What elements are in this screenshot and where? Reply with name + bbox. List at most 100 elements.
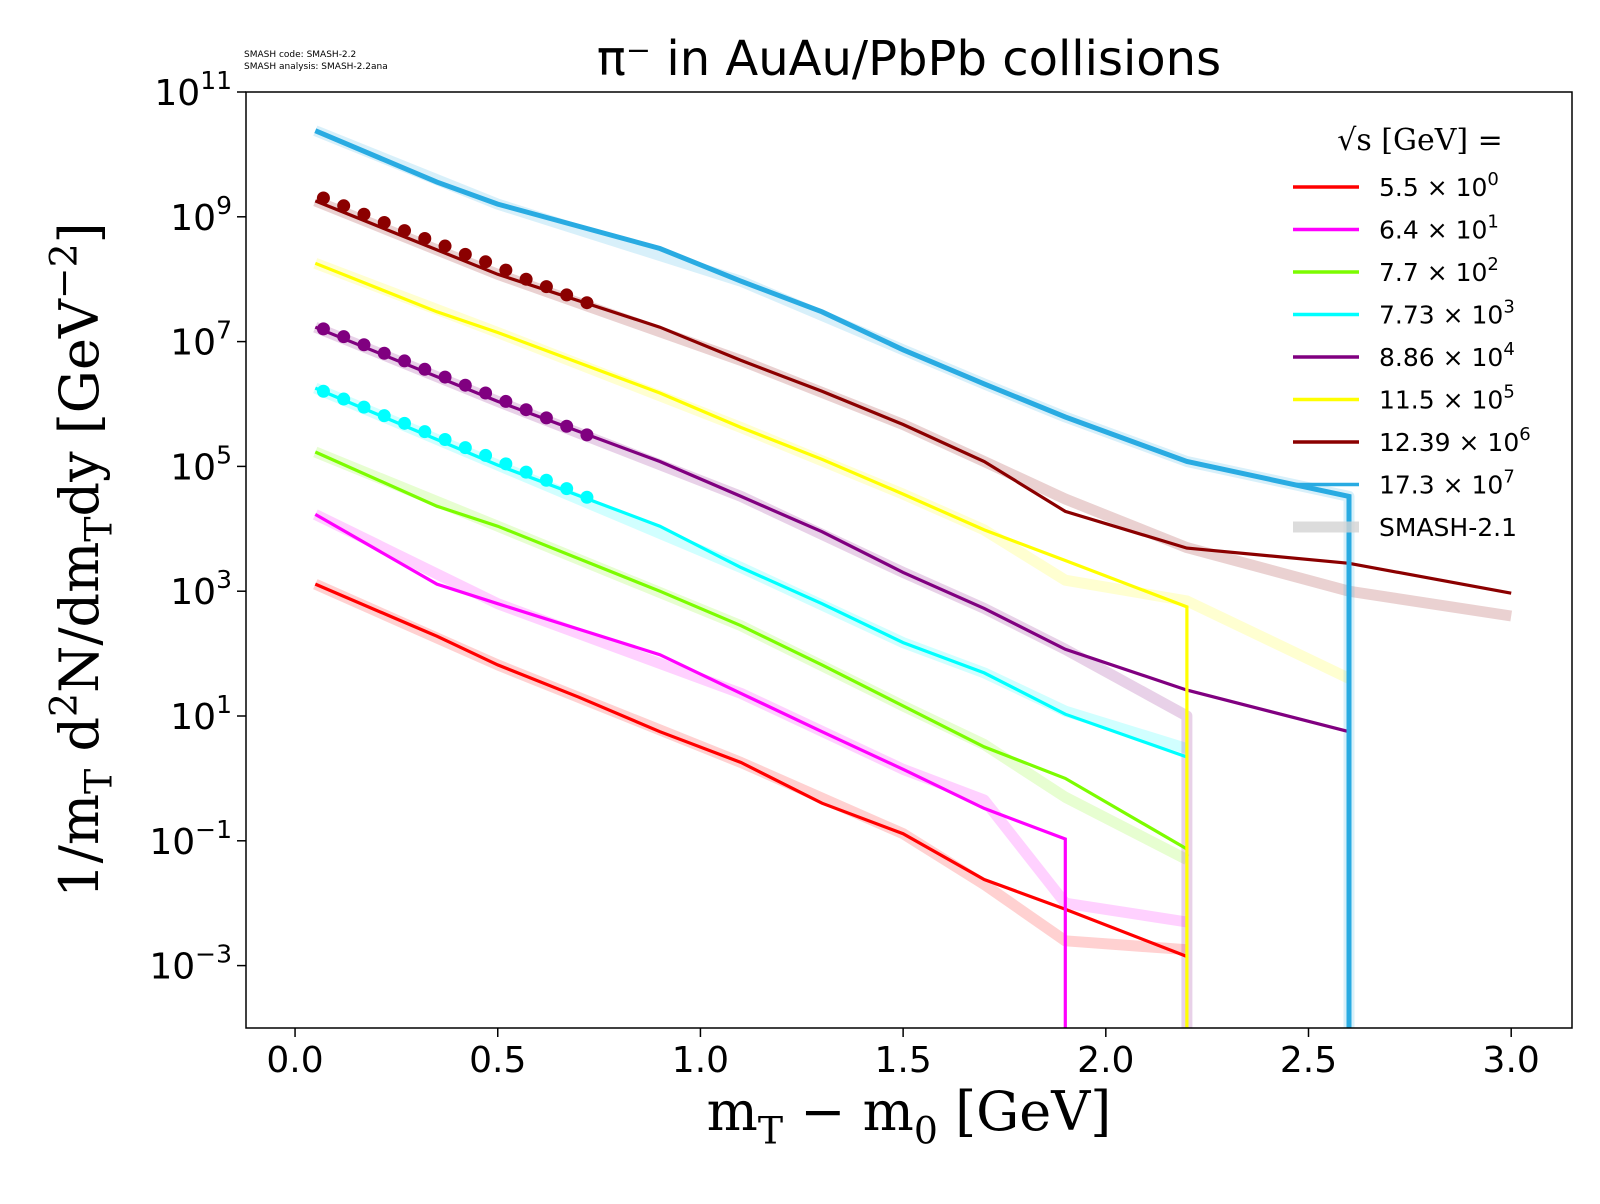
data-point bbox=[438, 432, 452, 446]
data-point bbox=[560, 482, 574, 496]
data-point bbox=[560, 419, 574, 433]
data-point bbox=[499, 457, 513, 471]
legend-exponent: 6 bbox=[1519, 424, 1530, 445]
series-line bbox=[314, 325, 1350, 734]
data-point bbox=[357, 207, 371, 221]
legend-name: 8.86 × 10 bbox=[1379, 343, 1503, 372]
data-point bbox=[479, 448, 493, 462]
legend-label: 5.5 × 100 bbox=[1379, 169, 1499, 202]
y-tick-exponent: 11 bbox=[200, 66, 232, 95]
watermark: SMASH code: SMASH-2.2 bbox=[244, 50, 356, 60]
data-point bbox=[519, 465, 533, 479]
label-part: T bbox=[758, 1109, 783, 1153]
label-part: d bbox=[48, 717, 111, 769]
data-point bbox=[377, 409, 391, 423]
y-tick-exponent: −3 bbox=[195, 940, 232, 969]
legend-name: 12.39 × 10 bbox=[1379, 428, 1519, 457]
data-point bbox=[438, 239, 452, 253]
data-point bbox=[458, 378, 472, 392]
data-point bbox=[418, 231, 432, 245]
y-tick-base: 10 bbox=[149, 947, 195, 988]
y-axis-label: 1/mT d2N/dmTdy [GeV−2] bbox=[41, 222, 120, 897]
data-point bbox=[539, 473, 553, 487]
data-point bbox=[398, 224, 412, 238]
label-part: [GeV] bbox=[938, 1080, 1111, 1143]
series-line bbox=[314, 261, 1189, 1028]
legend-exponent: 0 bbox=[1487, 169, 1498, 190]
legend-exponent: 5 bbox=[1503, 382, 1514, 403]
data-point bbox=[580, 296, 594, 310]
data-point bbox=[519, 272, 533, 286]
data-point bbox=[580, 490, 594, 504]
data-point bbox=[539, 411, 553, 425]
legend-exponent: 3 bbox=[1503, 297, 1514, 318]
y-tick-exponent: 9 bbox=[216, 191, 232, 220]
watermark: SMASH analysis: SMASH-2.2ana bbox=[244, 62, 388, 72]
legend-name: 6.4 × 10 bbox=[1379, 216, 1487, 245]
x-tick-label: 2.0 bbox=[1077, 1040, 1134, 1081]
legend-exponent: 2 bbox=[1487, 254, 1498, 275]
x-tick-label: 0.0 bbox=[266, 1040, 323, 1081]
x-axis-label: mT − m0 [GeV] bbox=[707, 1080, 1112, 1153]
y-tick-base: 10 bbox=[154, 73, 200, 114]
data-point bbox=[337, 392, 351, 406]
y-tick-exponent: −1 bbox=[195, 815, 232, 844]
data-point bbox=[560, 288, 574, 302]
label-part: ] bbox=[48, 222, 111, 243]
legend-label: 8.86 × 104 bbox=[1379, 339, 1515, 372]
y-tick-exponent: 3 bbox=[216, 565, 232, 594]
data-point bbox=[316, 322, 330, 336]
data-point bbox=[418, 425, 432, 439]
data-point bbox=[499, 263, 513, 277]
label-part: 0 bbox=[914, 1109, 938, 1153]
y-tick-label: 101 bbox=[170, 690, 232, 738]
legend-name: 7.7 × 10 bbox=[1379, 258, 1487, 287]
y-tick-base: 10 bbox=[170, 198, 216, 239]
legend-label: 17.3 × 107 bbox=[1379, 467, 1515, 500]
label-part: T bbox=[77, 769, 121, 794]
reference-line bbox=[313, 322, 1193, 1028]
data-point bbox=[580, 428, 594, 442]
x-tick-label: 2.5 bbox=[1280, 1040, 1337, 1081]
y-tick-label: 10−3 bbox=[149, 940, 232, 988]
x-tick-label: 1.5 bbox=[874, 1040, 931, 1081]
y-tick-base: 10 bbox=[170, 323, 216, 364]
legend-label: 7.7 × 102 bbox=[1379, 254, 1499, 287]
label-part: −2 bbox=[41, 243, 85, 299]
label-part: 2 bbox=[41, 693, 85, 717]
data-point bbox=[357, 400, 371, 414]
y-tick-exponent: 7 bbox=[216, 316, 232, 345]
legend-exponent: 4 bbox=[1503, 339, 1514, 360]
data-point bbox=[458, 441, 472, 455]
legend-exponent: 1 bbox=[1487, 212, 1498, 233]
series-line bbox=[314, 450, 1188, 851]
data-point bbox=[539, 280, 553, 294]
plot-frame bbox=[245, 91, 1573, 1029]
y-tick-base: 10 bbox=[170, 447, 216, 488]
data-point bbox=[398, 416, 412, 430]
legend-label: 11.5 × 105 bbox=[1379, 382, 1515, 415]
y-tick-base: 10 bbox=[170, 572, 216, 613]
data-point bbox=[398, 354, 412, 368]
y-tick-base: 10 bbox=[149, 822, 195, 863]
y-tick-label: 1011 bbox=[154, 66, 232, 114]
data-point bbox=[316, 191, 330, 205]
legend-name: 17.3 × 10 bbox=[1379, 471, 1503, 500]
legend-name: 5.5 × 10 bbox=[1379, 173, 1487, 202]
series-line bbox=[314, 582, 1188, 958]
y-tick-label: 107 bbox=[170, 316, 232, 364]
plot-area bbox=[312, 125, 1513, 1028]
legend-exponent: 7 bbox=[1503, 467, 1514, 488]
legend-label: SMASH-2.1 bbox=[1379, 513, 1517, 542]
y-tick-label: 10−1 bbox=[149, 815, 232, 863]
data-point bbox=[377, 346, 391, 360]
data-point bbox=[458, 247, 472, 261]
x-tick-label: 3.0 bbox=[1483, 1040, 1540, 1081]
data-point bbox=[337, 199, 351, 213]
y-tick-label: 103 bbox=[170, 565, 232, 613]
data-point bbox=[357, 338, 371, 352]
data-point bbox=[499, 394, 513, 408]
